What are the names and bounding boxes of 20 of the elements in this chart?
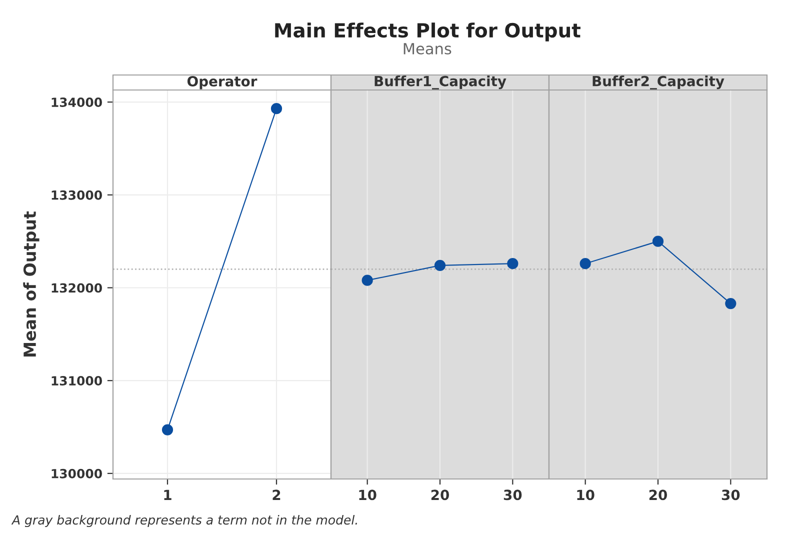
chart-subtitle: Means (404, 43, 452, 54)
x-axis-title: Operator (187, 76, 258, 90)
y-tick-label: 133000 (52, 190, 102, 200)
x-tick-label: 10 (359, 490, 376, 500)
x-tick-label: 10 (577, 490, 594, 500)
x-tick-label: 30 (504, 490, 522, 500)
x-tick-label: 20 (649, 490, 667, 500)
x-tick-label: 20 (431, 490, 449, 500)
x-axis-title: Buffer2_Capacity (592, 76, 724, 90)
chart-title: Main Effects Plot for Output (275, 22, 580, 42)
x-tick-label: 1 (164, 490, 172, 500)
y-tick-label: 131000 (52, 376, 102, 386)
y-tick-label: 134000 (52, 98, 102, 107)
y-axis-title: Mean of Output (23, 211, 40, 357)
x-tick-label: 30 (722, 490, 740, 500)
text: A gray background represents a term not in the model. (11, 514, 357, 528)
x-tick-label: 2 (272, 490, 280, 500)
y-tick-label: 130000 (52, 468, 102, 478)
y-tick-label: 132000 (52, 283, 102, 293)
x-axis-title: Buffer1_Capacity (374, 76, 506, 90)
